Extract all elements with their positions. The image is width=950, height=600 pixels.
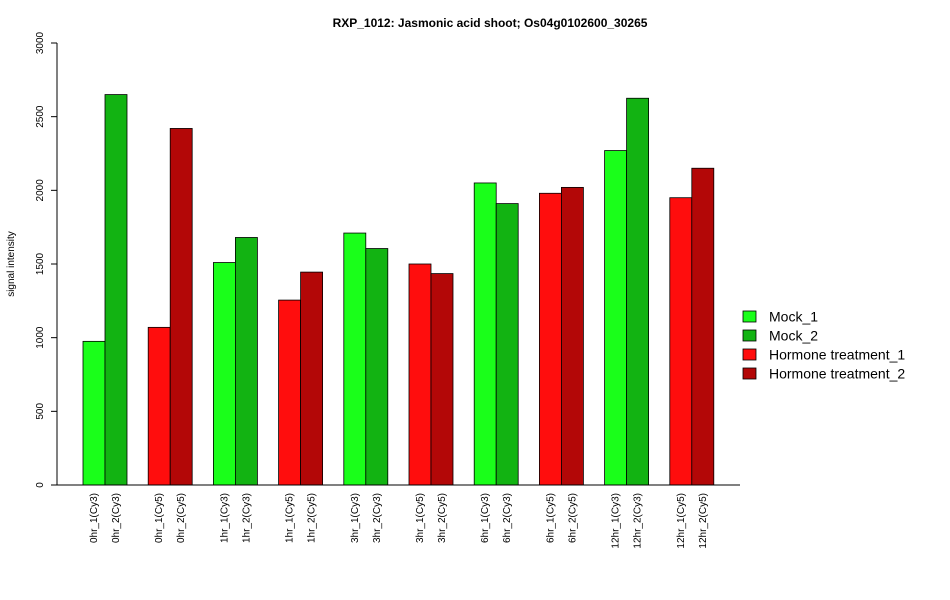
- x-tick-label: 12hr_1(Cy3): [611, 493, 622, 549]
- x-tick-label: 1hr_2(Cy3): [241, 493, 252, 543]
- legend-swatch: [742, 367, 757, 380]
- bar: [539, 192, 562, 486]
- y-tick-label: 0: [35, 482, 46, 488]
- bar: [495, 203, 519, 486]
- legend-swatch: [742, 310, 757, 323]
- bar: [408, 263, 432, 486]
- y-axis: 0 500 1000 1500 2000 2500 3000: [35, 31, 58, 488]
- x-tick-label: 0hr_2(Cy5): [176, 493, 187, 543]
- bar: [300, 271, 324, 486]
- legend-label: Hormone treatment_1: [769, 347, 905, 363]
- legend-swatch: [742, 329, 757, 342]
- x-tick-label: 3hr_1(Cy3): [350, 493, 361, 543]
- y-tick-label: 3000: [35, 31, 46, 54]
- bar: [234, 237, 258, 486]
- x-tick-label: 6hr_1(Cy5): [545, 493, 556, 543]
- bar: [430, 273, 454, 486]
- bar: [104, 94, 128, 486]
- x-tick-label: 6hr_2(Cy5): [567, 493, 578, 543]
- x-tick-label: 3hr_2(Cy5): [437, 493, 448, 543]
- x-tick-label: 3hr_2(Cy3): [372, 493, 383, 543]
- bars: [82, 94, 715, 486]
- bar: [212, 262, 236, 486]
- bar: [669, 197, 693, 486]
- bar: [561, 186, 584, 486]
- y-axis-label: signal intensity: [6, 231, 17, 297]
- x-tick-label: 1hr_1(Cy3): [219, 493, 230, 543]
- legend-label: Hormone treatment_2: [769, 366, 905, 382]
- y-tick-label: 1000: [35, 326, 46, 349]
- x-tick-label: 1hr_1(Cy5): [285, 493, 296, 543]
- x-tick-label: 12hr_2(Cy5): [698, 493, 709, 549]
- bar: [169, 128, 193, 486]
- x-tick-label: 6hr_1(Cy3): [480, 493, 491, 543]
- legend-label: Mock_2: [769, 328, 818, 344]
- bar: [473, 182, 497, 486]
- bar: [147, 326, 171, 486]
- legend-label: Mock_1: [769, 309, 818, 325]
- bar: [365, 248, 389, 486]
- bar: [626, 97, 649, 486]
- legend: Mock_1 Mock_2 Hormone treatment_1 Hormone t…: [742, 309, 905, 382]
- y-tick-label: 2500: [35, 105, 46, 128]
- chart-title: RXP_1012: Jasmonic acid shoot; Os04g0102…: [333, 16, 648, 30]
- x-tick-label: 12hr_2(Cy3): [633, 493, 644, 549]
- x-tick-label: 0hr_1(Cy5): [154, 493, 165, 543]
- y-tick-label: 2000: [35, 179, 46, 202]
- x-tick-label: 0hr_2(Cy3): [111, 493, 122, 543]
- x-tick-labels: 0hr_1(Cy3) 0hr_2(Cy3) 0hr_1(Cy5) 0hr_2(Cy5)…: [89, 493, 709, 549]
- bar: [278, 299, 302, 486]
- x-tick-label: 3hr_1(Cy5): [415, 493, 426, 543]
- x-tick-label: 1hr_2(Cy5): [307, 493, 318, 543]
- y-tick-label: 1500: [35, 252, 46, 275]
- bar: [343, 232, 367, 486]
- bar: [82, 340, 106, 486]
- bar: [604, 150, 627, 486]
- x-tick-label: 12hr_1(Cy5): [676, 493, 687, 549]
- bar: [691, 167, 715, 486]
- legend-swatch: [742, 348, 757, 361]
- x-tick-label: 0hr_1(Cy3): [89, 493, 100, 543]
- x-tick-label: 6hr_2(Cy3): [502, 493, 513, 543]
- y-tick-label: 500: [35, 403, 46, 420]
